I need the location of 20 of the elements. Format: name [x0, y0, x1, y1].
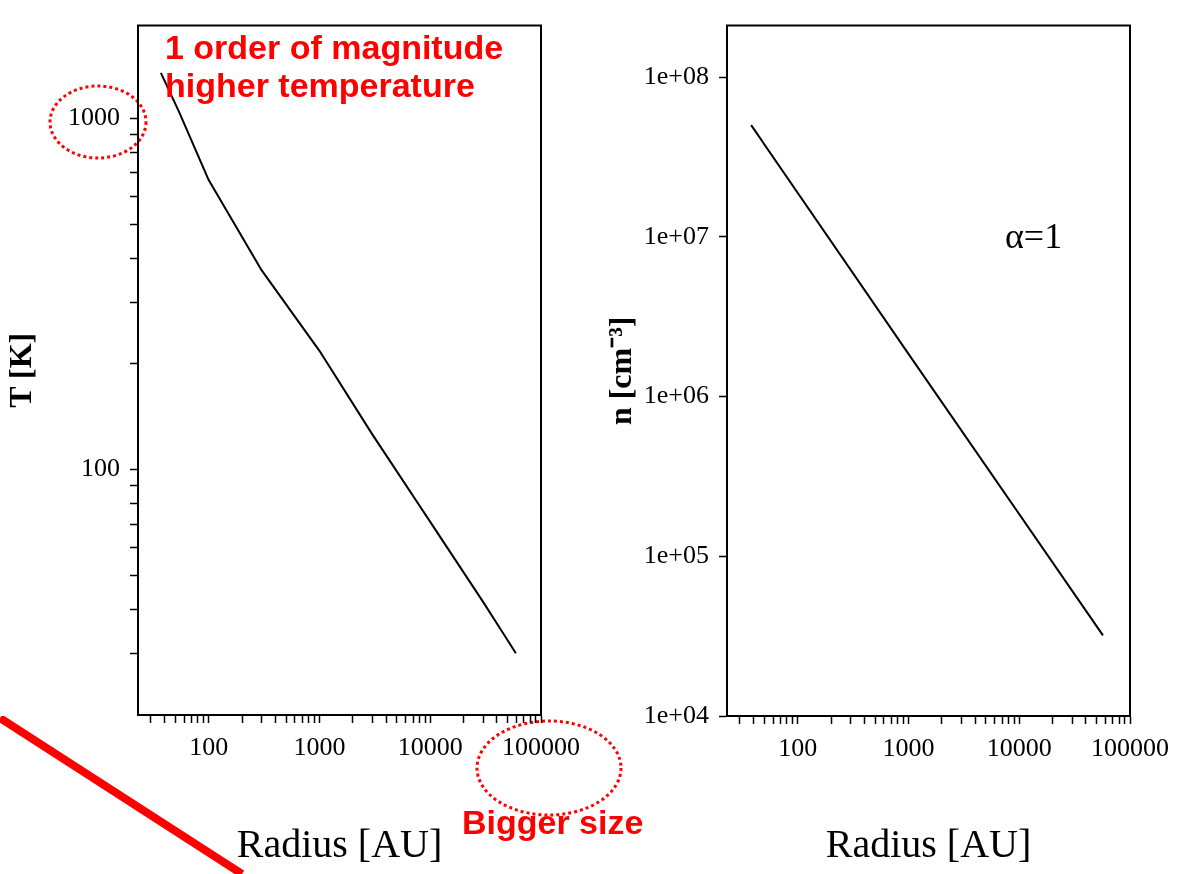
y-axis-title: n [cm⁻³]: [602, 316, 639, 426]
x-axis-title: Radius [AU]: [236, 820, 443, 866]
x-tick-label: 1000: [882, 733, 935, 763]
text: Bigger size: [462, 803, 645, 841]
y-tick-label: 1e+08: [643, 60, 709, 90]
x-tick-label: 10000: [397, 732, 463, 762]
x-axis-title: Radius [AU]: [825, 820, 1032, 866]
x-tick-label: 100000: [502, 732, 580, 762]
x-tick-label: 10000: [986, 733, 1052, 763]
y-axis-title: T [K]: [2, 332, 39, 408]
y-tick-label: 1e+04: [643, 699, 709, 729]
x-tick-label: 100: [778, 733, 818, 763]
x-tick-label: 100000: [1091, 733, 1169, 763]
x-tick-label: 1000: [293, 732, 346, 762]
annotation: 1 order of magnitude higher temperature: [165, 28, 505, 104]
y-tick-label: 1e+05: [643, 540, 709, 570]
y-tick-label: 1e+07: [643, 220, 709, 250]
y-tick-label: 1e+06: [643, 380, 709, 410]
annotation: α=1: [1005, 215, 1064, 257]
x-tick-label: 100: [189, 732, 229, 762]
